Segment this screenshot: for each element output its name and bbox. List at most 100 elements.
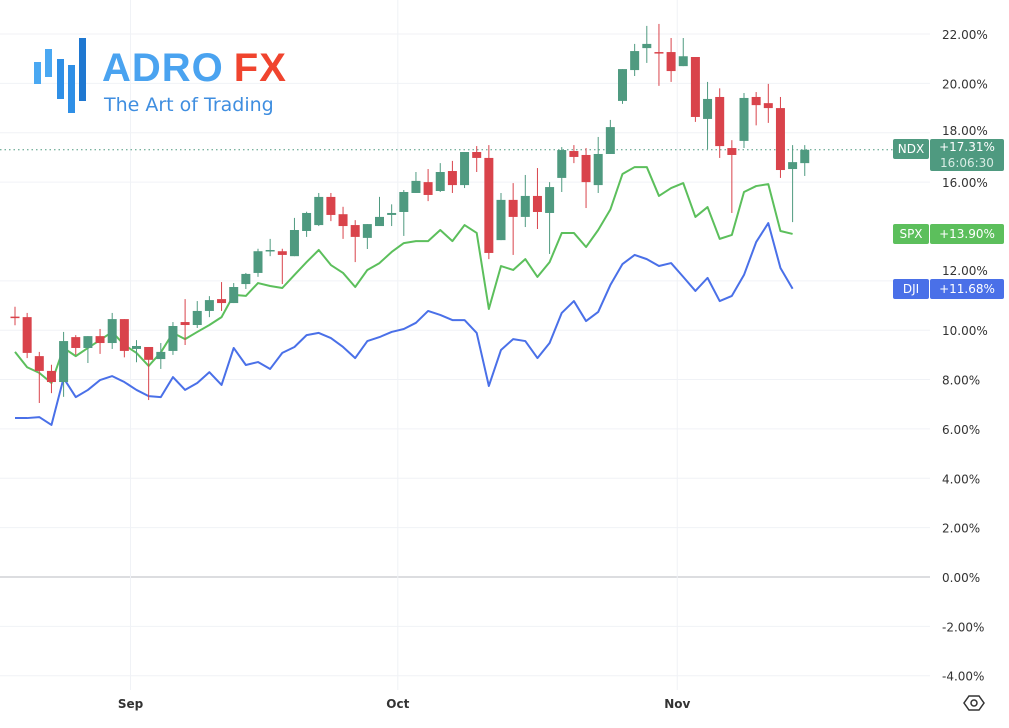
ndx-candle	[423, 169, 433, 202]
x-tick-label: Nov	[664, 697, 690, 711]
ndx-candle	[217, 282, 227, 311]
candle-body	[277, 251, 287, 255]
ndx-candle	[119, 319, 129, 358]
ndx-candle	[520, 174, 530, 228]
ndx-candle	[593, 136, 603, 193]
ndx-candle	[460, 152, 470, 189]
ndx-candle	[666, 37, 676, 82]
ndx-candle	[229, 283, 239, 304]
ndx-candle	[775, 96, 785, 178]
candle-body	[192, 310, 202, 326]
ndx-candle	[654, 23, 664, 86]
candle-body	[715, 96, 725, 147]
candle-body	[800, 149, 810, 164]
ndx-candle	[618, 69, 627, 104]
candle-body	[727, 148, 737, 155]
candle-body	[630, 51, 640, 71]
ndx-candle	[83, 336, 93, 364]
candle-body	[71, 337, 81, 348]
candle-body	[132, 345, 141, 349]
ndx-candle	[34, 351, 44, 404]
logo-tagline: The Art of Trading	[104, 94, 274, 116]
y-tick-label: -2.00%	[942, 620, 984, 634]
ndx-candle	[508, 183, 518, 255]
ndx-candle	[71, 335, 81, 355]
ndx-change-value: +17.31%	[939, 140, 995, 154]
candle-body	[144, 346, 154, 360]
ndx-candle	[788, 145, 798, 223]
y-tick-label: -4.00%	[942, 670, 984, 684]
ndx-candle	[95, 328, 105, 354]
candle-body	[569, 151, 579, 157]
ndx-candle	[703, 81, 713, 150]
ndx-candle	[253, 248, 263, 277]
ndx-candle	[605, 119, 615, 154]
candle-body	[703, 98, 713, 119]
ndx-candle	[532, 168, 542, 230]
spx-line	[14, 166, 793, 385]
candle-body	[302, 212, 312, 231]
candle-body	[460, 152, 470, 186]
ndx-candle	[447, 160, 457, 193]
candle-body	[666, 52, 676, 72]
candle-body	[520, 195, 530, 217]
y-tick-label: 0.00%	[942, 571, 980, 585]
ndx-value-label: +17.31% 16:06:30	[930, 139, 1004, 171]
ndx-candle	[763, 83, 773, 123]
candle-body	[775, 108, 785, 171]
ndx-candles	[10, 23, 810, 404]
candle-body	[217, 299, 227, 304]
candle-body	[289, 229, 299, 257]
chart-settings-icon[interactable]	[963, 692, 985, 714]
ndx-candle	[132, 340, 141, 363]
ndx-candle	[435, 163, 445, 192]
ndx-candle	[326, 192, 336, 222]
candle-body	[34, 356, 44, 371]
adrofx-logo: ADRO FX The Art of Trading	[30, 32, 290, 122]
ndx-candle	[46, 364, 56, 394]
y-tick-label: 10.00%	[942, 324, 988, 338]
candle-body	[241, 273, 251, 285]
ndx-candle	[362, 224, 372, 250]
ndx-candle	[642, 25, 652, 63]
ndx-candle	[241, 272, 251, 289]
ndx-candle	[411, 172, 421, 193]
ndx-candle	[496, 192, 506, 241]
y-tick-label: 12.00%	[942, 264, 988, 278]
y-tick-label: 16.00%	[942, 176, 988, 190]
candle-body	[545, 187, 555, 213]
ndx-candle	[10, 306, 20, 326]
y-tick-label: 8.00%	[942, 374, 980, 388]
candle-body	[95, 336, 105, 344]
candle-body	[180, 322, 190, 326]
ndx-candle	[168, 322, 178, 355]
dji-symbol-label: DJI	[893, 279, 929, 299]
ndx-candle	[399, 190, 409, 236]
y-tick-label: 6.00%	[942, 423, 980, 437]
candle-body	[788, 162, 798, 170]
candle-body	[605, 127, 615, 154]
candle-body	[156, 351, 166, 360]
candle-body	[423, 182, 433, 195]
candle-body	[435, 172, 445, 192]
candle-body	[508, 199, 518, 217]
candle-body	[678, 56, 688, 67]
dji-line	[15, 222, 794, 426]
ndx-candle	[557, 147, 567, 192]
ndx-candle	[739, 93, 749, 149]
ndx-candle	[727, 140, 737, 213]
ndx-candle	[265, 238, 275, 257]
ndx-candle	[715, 88, 725, 158]
ndx-candle	[387, 204, 397, 227]
candle-body	[654, 52, 664, 54]
ndx-candle	[277, 248, 287, 285]
candle-body	[59, 341, 69, 383]
candle-body	[411, 180, 421, 193]
ndx-candle	[156, 343, 166, 369]
ndx-bar-countdown: 16:06:30	[940, 156, 994, 170]
candle-body	[229, 287, 239, 304]
y-tick-label: 18.00%	[942, 124, 988, 138]
ndx-candle	[375, 196, 384, 227]
candle-body	[484, 157, 494, 253]
